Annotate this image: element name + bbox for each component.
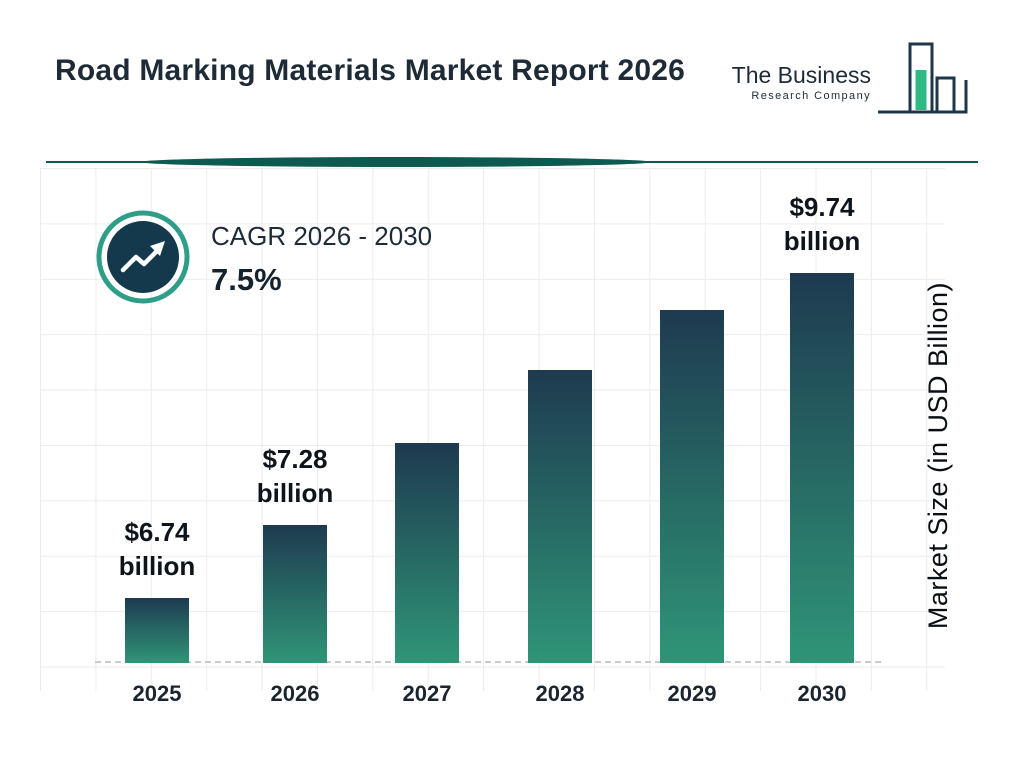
cagr-value: 7.5% (211, 262, 282, 297)
section-divider-lens (46, 157, 978, 167)
company-logo: The Business Research Company (732, 40, 968, 118)
logo-name: The Business (731, 62, 871, 88)
logo-subname: Research Company (751, 90, 871, 102)
x-tick-2028: 2028 (535, 681, 585, 706)
page-title: Road Marking Materials Market Report 202… (55, 54, 686, 87)
logo-bars-icon (878, 42, 968, 114)
bar-value-label-2026: $7.28 billion (256, 444, 334, 509)
y-axis-label: Market Size (in USD Billion) (923, 282, 953, 630)
bar-2029 (660, 310, 724, 663)
cagr-label: CAGR 2026 - 2030 (211, 221, 433, 251)
x-tick-2029: 2029 (667, 681, 717, 706)
trending-up-icon (96, 210, 190, 304)
x-tick-2025: 2025 (132, 681, 182, 706)
bar-value-label-2025: $6.74 billion (118, 517, 196, 582)
bar-2027 (395, 443, 459, 663)
bar-value-label-2030: $9.74 billion (783, 192, 861, 257)
bar-2030 (790, 273, 854, 663)
bar-2026 (263, 525, 327, 663)
x-tick-2026: 2026 (270, 681, 320, 706)
bar-2028 (528, 370, 592, 663)
x-tick-2030: 2030 (797, 681, 847, 706)
logo-text: The Business Research Company (732, 62, 871, 102)
x-tick-2027: 2027 (402, 681, 452, 706)
x-axis-baseline (95, 661, 881, 663)
bar-2025 (125, 598, 189, 663)
